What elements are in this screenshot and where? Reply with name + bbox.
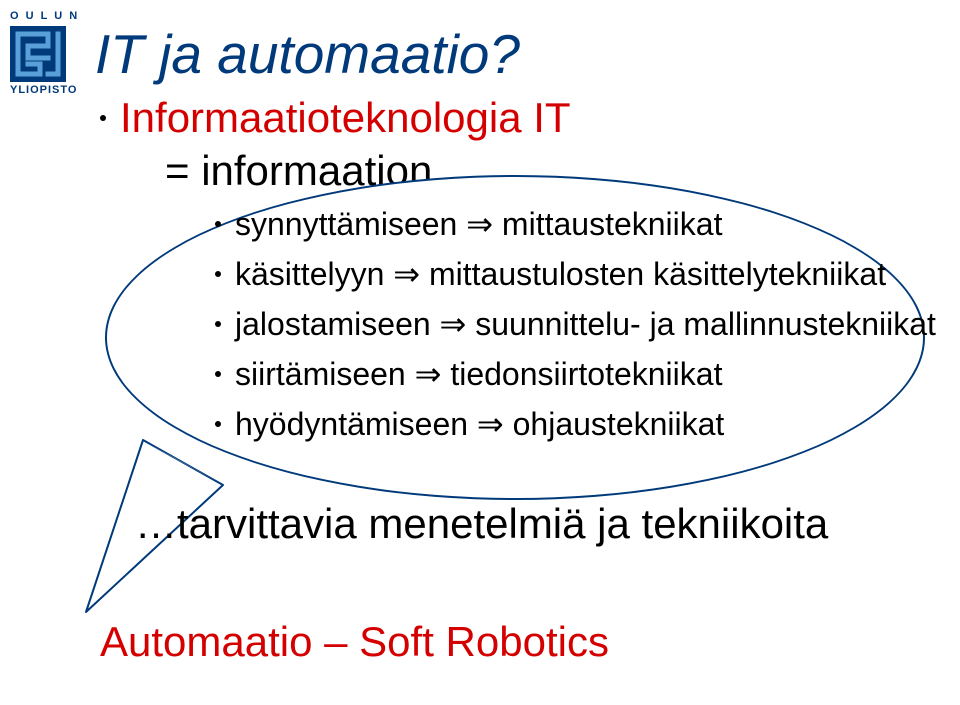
bullet-label: käsittelyyn <box>235 256 384 292</box>
bullet-icon <box>215 371 221 377</box>
bullet-label: jalostamiseen <box>235 306 431 342</box>
double-arrow-icon: ⇒ <box>406 356 451 392</box>
subtitle-line: Informaatioteknologia IT <box>100 94 571 142</box>
bullet-icon <box>215 221 221 227</box>
subtitle-text: Informaatioteknologia IT <box>120 94 571 141</box>
double-arrow-icon: ⇒ <box>384 256 429 292</box>
bullet-icon <box>215 321 221 327</box>
bullet-target: suunnittelu- ja mallinnustekniikat <box>475 306 936 342</box>
bullet-target: mittaustulosten käsittelytekniikat <box>429 256 886 292</box>
bullet-icon <box>215 421 221 427</box>
callout-bullet-item: jalostamiseen ⇒ suunnittelu- ja mallinnu… <box>215 305 936 343</box>
university-logo: O U L U N YLIOPISTO <box>10 6 80 136</box>
logo-bottom-text: YLIOPISTO <box>10 84 80 96</box>
bullet-icon <box>215 271 221 277</box>
callout-bullet-item: hyödyntämiseen ⇒ ohjaustekniikat <box>215 405 724 443</box>
slide-title: IT ja automaatio? <box>95 22 520 86</box>
logo-square-icon <box>10 26 66 82</box>
bullet-icon <box>100 115 106 121</box>
bullet-label: hyödyntämiseen <box>235 406 468 442</box>
logo-top-text: O U L U N <box>10 10 79 22</box>
callout-bullet-item: käsittelyyn ⇒ mittaustulosten käsittelyt… <box>215 255 886 293</box>
bullet-target: mittaustekniikat <box>502 206 723 242</box>
footer-line: Automaatio – Soft Robotics <box>100 618 609 666</box>
bullet-label: siirtämiseen <box>235 356 406 392</box>
bullet-label: synnyttämiseen <box>235 206 457 242</box>
callout-bullet-item: synnyttämiseen ⇒ mittaustekniikat <box>215 205 722 243</box>
closing-line: …tarvittavia menetelmiä ja tekniikoita <box>135 500 828 548</box>
double-arrow-icon: ⇒ <box>431 306 476 342</box>
slide: O U L U N YLIOPISTO IT ja automaatio? In… <box>0 0 960 705</box>
bullet-target: tiedonsiirtotekniikat <box>450 356 722 392</box>
callout-bullet-item: siirtämiseen ⇒ tiedonsiirtotekniikat <box>215 355 722 393</box>
double-arrow-icon: ⇒ <box>468 406 513 442</box>
bullet-target: ohjaustekniikat <box>513 406 725 442</box>
double-arrow-icon: ⇒ <box>457 206 502 242</box>
